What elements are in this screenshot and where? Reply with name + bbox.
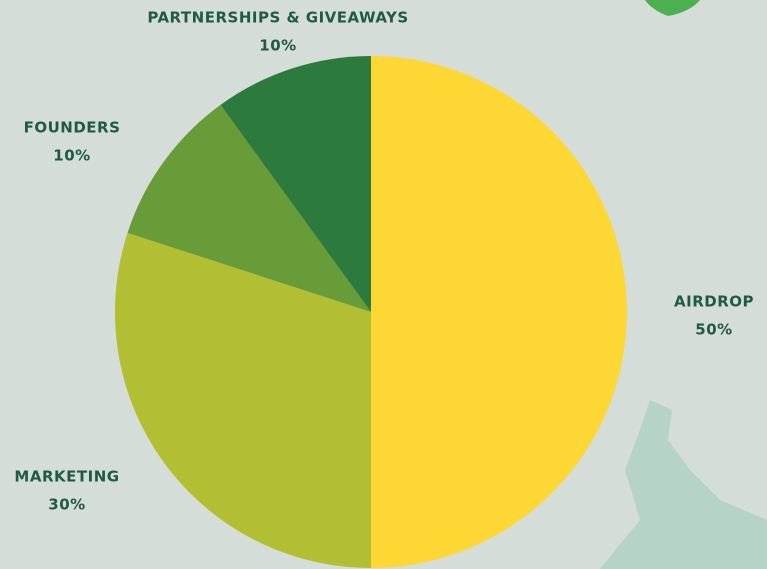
pie-slice <box>127 104 371 312</box>
pie-slice <box>220 56 371 312</box>
slice-label: AIRDROP <box>674 293 754 311</box>
pie-slice <box>114 232 371 568</box>
labels: AIRDROP 50% MARKETING 30% FOUNDERS 10% PARTNER… <box>14 9 754 514</box>
slice-value-label: 50% <box>695 321 732 339</box>
slice-value-label: 10% <box>259 37 296 55</box>
slice-label: FOUNDERS <box>24 119 121 137</box>
slice-label: MARKETING <box>14 468 119 486</box>
slice-label: PARTNERSHIPS & GIVEAWAYS <box>147 9 408 27</box>
decoration <box>600 0 767 569</box>
pie-slice <box>371 56 627 568</box>
leaf-decoration <box>645 0 700 16</box>
slice-value-label: 30% <box>48 496 85 514</box>
pie <box>114 56 627 568</box>
slice-value-label: 10% <box>53 147 90 165</box>
pixel-decoration <box>600 400 767 569</box>
